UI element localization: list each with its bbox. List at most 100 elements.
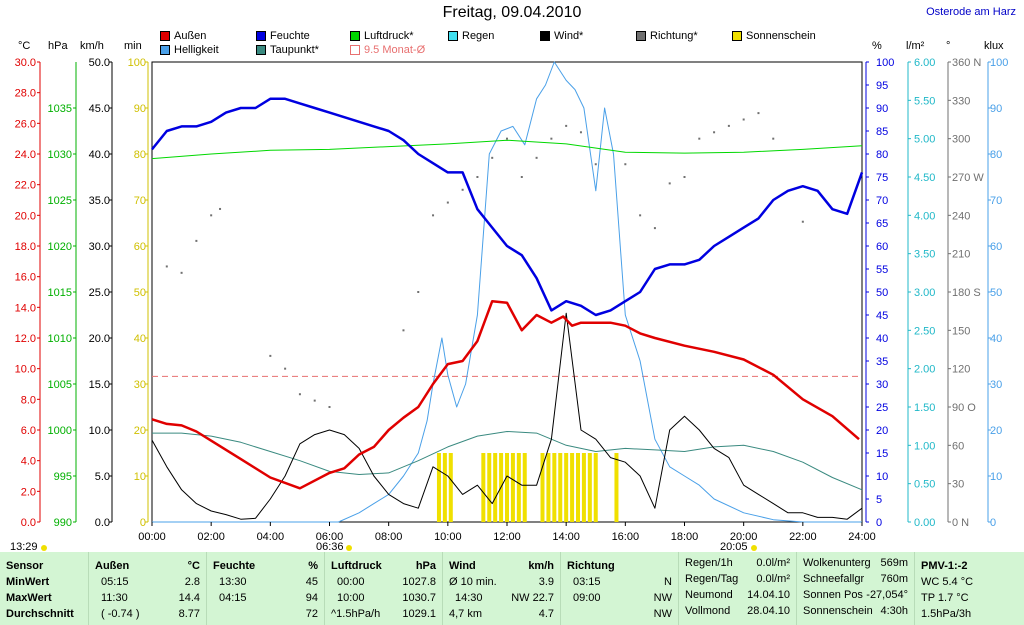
direction-point: [506, 137, 508, 140]
lux-tick-label: 70: [990, 195, 1002, 207]
legend-item-richtung: Richtung*: [636, 30, 698, 42]
richtung-min-time: 03:15: [573, 576, 601, 588]
rain-tick-label: 5.50: [914, 95, 935, 107]
aussen-column: Außen °C 05:15 2.8 11:30 14.4 ( -0.74 ) …: [88, 552, 206, 625]
sunset-label: 20:05: [720, 541, 748, 553]
legend-label: Richtung*: [650, 30, 698, 42]
direction-point: [579, 131, 582, 134]
feuchte-min-value: 45: [305, 576, 318, 588]
wind-tick-label: 20.0: [89, 333, 110, 345]
richtung-max-value: NW: [653, 592, 672, 604]
richtung-min-value: N: [664, 576, 672, 588]
direction-point: [210, 214, 213, 217]
feuchte-max-time: 04:15: [219, 592, 247, 604]
wolken-column: Wolkenunterg 569m Schneefallgr 760m Sonn…: [796, 552, 914, 625]
legend-label: Helligkeit: [174, 44, 219, 56]
temp-tick-label: 12.0: [15, 333, 36, 345]
aussen-avg-value: 8.77: [178, 608, 200, 620]
sun-tick-label: 10: [134, 471, 146, 483]
rain-axis: 6.00 5.50 5.00 4.50 4.00 3.50 3.00 2.50 2.00 1.50…: [907, 57, 935, 529]
sun-bar: [587, 453, 592, 522]
sun-bar: [564, 453, 569, 522]
x-tick-label: 24:00: [848, 531, 876, 543]
wind-axis: 50.0 45.0 40.0 35.0 30.0 25.0 20.0 15.0 10.0 5.0 0…: [89, 57, 113, 529]
direction-tick-label: 240: [952, 210, 970, 222]
direction-point: [219, 207, 222, 210]
series-helligkeit: [152, 61, 862, 523]
sunset-icon: [751, 545, 757, 551]
direction-point: [757, 112, 760, 115]
direction-point: [624, 163, 627, 166]
x-tick-label: 16:00: [612, 531, 640, 543]
direction-point: [698, 137, 701, 140]
humidity-tick-label: 40: [876, 333, 888, 345]
legend-item-9-5-monat: 9.5 Monat-Ø: [350, 44, 425, 56]
direction-point: [550, 137, 553, 140]
sun-axis-unit: min: [124, 40, 142, 52]
rain-tick-label: 2.50: [914, 325, 935, 337]
sun-icon: [41, 545, 47, 551]
temp-tick-label: 30.0: [15, 57, 36, 69]
direction-point: [668, 182, 671, 185]
feuchte-min-time: 13:30: [219, 576, 247, 588]
x-tick-label: 20:00: [730, 531, 758, 543]
sun-bar: [593, 453, 598, 522]
wolkenunterg-label: Wolkenunterg: [803, 557, 871, 569]
richtung-max-time: 09:00: [573, 592, 601, 604]
temp-axis-unit: °C: [18, 40, 31, 52]
humidity-tick-label: 35: [876, 356, 888, 368]
x-tick-label: 04:00: [257, 531, 285, 543]
wind-tick-label: 5.0: [95, 471, 110, 483]
sun-tick-label: 20: [134, 425, 146, 437]
humidity-tick-label: 5: [876, 494, 882, 506]
temp-tick-label: 24.0: [15, 149, 36, 161]
rain-tick-label: 1.50: [914, 402, 935, 414]
sun-bar: [540, 453, 545, 522]
wind-avg-value: 3.9: [538, 576, 554, 588]
aussen-max-value: 14.4: [178, 592, 200, 604]
wind-column: Wind km/h Ø 10 min. 3.9 14:30 NW 22.7 4,…: [442, 552, 560, 625]
legend-swatch: [160, 45, 170, 55]
x-tick-label: 06:00: [316, 531, 344, 543]
humidity-tick-label: 10: [876, 471, 888, 483]
humidity-axis: 1009590858075706560555045403530252015105…: [865, 57, 894, 529]
aussen-header: Außen: [95, 560, 130, 572]
lux-tick-label: 50: [990, 287, 1002, 299]
chart-title: Freitag, 09.04.2010: [442, 4, 582, 21]
lux-tick-label: 0: [990, 517, 996, 529]
direction-point: [446, 201, 449, 204]
rain-tick-label: 3.00: [914, 287, 935, 299]
sun-tick-label: 30: [134, 379, 146, 391]
regen-1h-value: 0.0l/m²: [756, 557, 790, 569]
pressure-tick-label: 990: [54, 517, 72, 529]
direction-tick-label: 210: [952, 249, 970, 261]
direction-point: [594, 163, 597, 166]
legend-swatch: [350, 45, 360, 55]
schneefallgr-value: 760m: [880, 573, 908, 585]
regen-column: Regen/1h 0.0l/m² Regen/Tag 0.0l/m² Neumo…: [678, 552, 796, 625]
wind-tick-label: 40.0: [89, 149, 110, 161]
x-tick-label: 12:00: [493, 531, 521, 543]
temp-tick-label: 0.0: [21, 517, 36, 529]
x-tick-label: 00:00: [138, 531, 166, 543]
direction-tick-label: 330: [952, 95, 970, 107]
regen-1h-label: Regen/1h: [685, 557, 733, 569]
direction-point: [801, 220, 804, 223]
neumond-label: Neumond: [685, 589, 733, 601]
pressure-axis: 1035 1030 1025 1020 1015 1010 1005 1000 995 990: [48, 62, 77, 529]
sun-tick-label: 0: [140, 517, 146, 529]
legend-swatch: [732, 31, 742, 41]
line-taupunkt: [152, 431, 863, 491]
sunrise-label: 06:36: [316, 541, 344, 553]
direction-point: [298, 393, 301, 396]
legend-swatch: [636, 31, 646, 41]
direction-point: [535, 156, 538, 159]
pressure-tick-label: 1000: [48, 425, 72, 437]
legend-label: Taupunkt*: [270, 44, 319, 56]
wind-day-avg: 4.7: [538, 608, 554, 620]
wind-tick-label: 30.0: [89, 241, 110, 253]
temp-tick-label: 26.0: [15, 118, 36, 130]
legend-label: Außen: [174, 30, 207, 42]
humidity-tick-label: 0: [876, 517, 882, 529]
